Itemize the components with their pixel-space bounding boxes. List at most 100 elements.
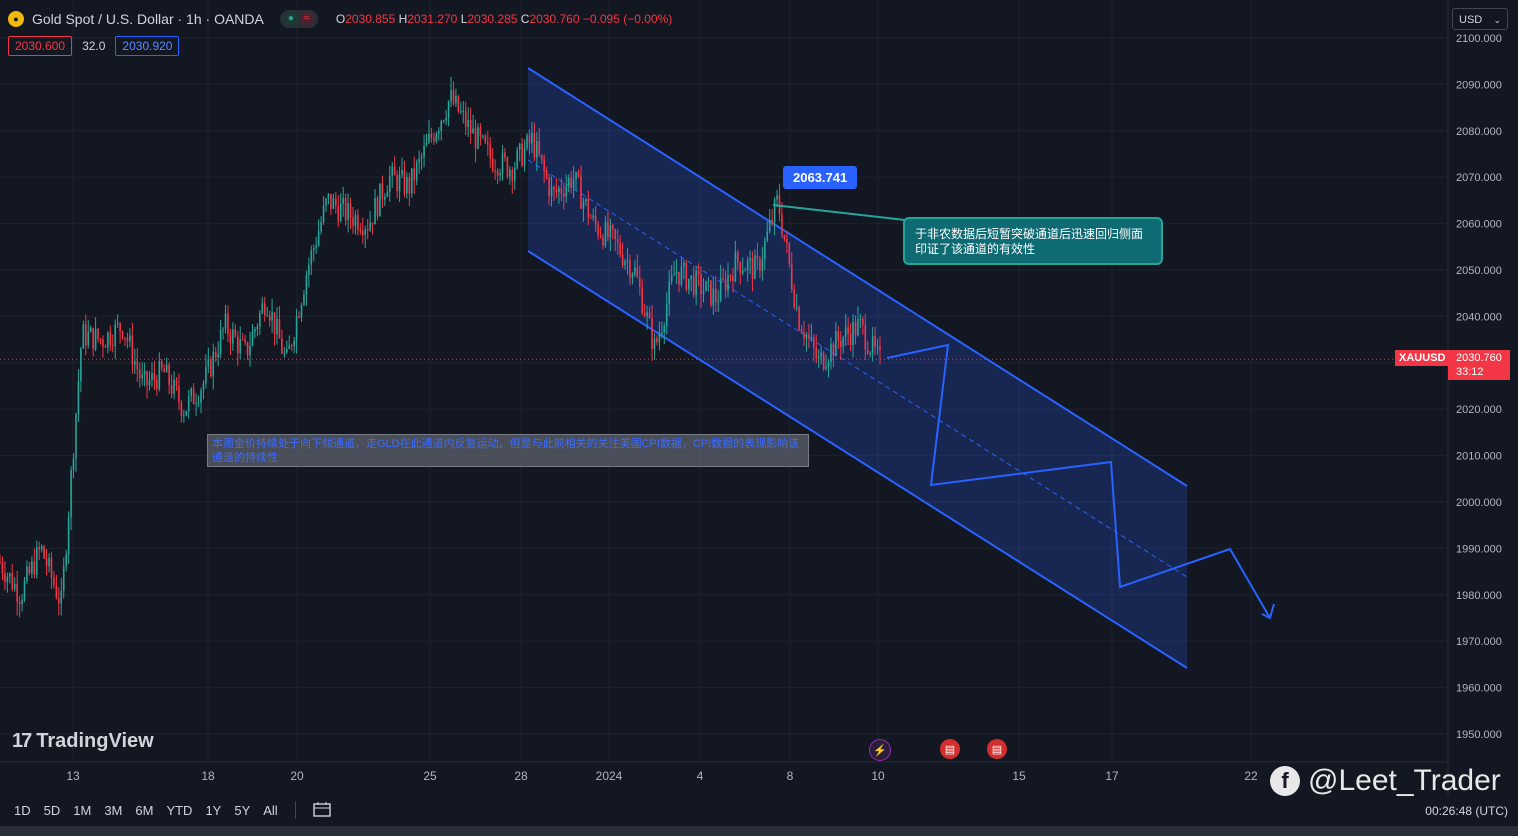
candle-body xyxy=(374,198,376,225)
candle-body xyxy=(114,324,117,347)
last-price-label: 2030.760 33:12 xyxy=(1448,350,1510,380)
timeframe-all[interactable]: All xyxy=(263,802,278,818)
currency-select[interactable]: USD ⌄ xyxy=(1452,8,1508,30)
candle-body xyxy=(607,221,609,238)
candle-body xyxy=(781,214,783,235)
candle-body xyxy=(62,566,65,591)
price-callout[interactable]: 2063.741 xyxy=(783,166,858,189)
market-status-pill[interactable]: ● ≈ xyxy=(279,10,318,28)
candle-body xyxy=(744,270,746,272)
timeframe-ytd[interactable]: YTD xyxy=(166,802,193,818)
candle-body xyxy=(31,561,33,574)
candle-body xyxy=(178,386,180,402)
candle-body xyxy=(565,186,568,197)
sell-button[interactable]: 2030.600 xyxy=(8,36,73,56)
candle-body xyxy=(160,361,163,369)
candle-body xyxy=(315,245,318,248)
channel-lower-line xyxy=(527,250,1188,669)
price-tick-label: 1980.000 xyxy=(1456,590,1502,602)
price-tick-label: 2080.000 xyxy=(1456,126,1502,138)
candle-body xyxy=(227,313,229,335)
candle-body xyxy=(599,235,602,237)
candle-body xyxy=(866,349,869,354)
candle-body xyxy=(222,328,224,330)
utc-clock[interactable]: 00:26:48 (UTC) xyxy=(1425,804,1508,818)
timeframe-1d[interactable]: 1D xyxy=(14,802,31,818)
timeframe-5d[interactable]: 5D xyxy=(43,802,61,818)
candle-body xyxy=(805,334,808,339)
candle-body xyxy=(619,242,621,255)
candle-body xyxy=(857,319,859,336)
candle-body xyxy=(602,236,604,246)
candle-body xyxy=(364,229,367,235)
candle-body xyxy=(423,146,425,157)
candle-body xyxy=(104,346,107,348)
timeframe-3m[interactable]: 3M xyxy=(104,802,123,818)
candle-body xyxy=(325,198,327,206)
candle-body xyxy=(207,358,210,368)
timeframe-1y[interactable]: 1Y xyxy=(205,802,222,818)
candle-body xyxy=(710,280,712,306)
candle-body xyxy=(256,326,259,330)
timeframe-5y[interactable]: 5Y xyxy=(234,802,251,818)
price-tick-label: 2100.000 xyxy=(1456,33,1502,45)
candle-body xyxy=(844,327,847,338)
candle-body xyxy=(305,275,308,295)
candle-body xyxy=(21,599,23,605)
timeframe-6m[interactable]: 6M xyxy=(135,802,154,818)
candle-body xyxy=(808,334,810,339)
calendar-icon[interactable] xyxy=(313,801,331,820)
candle-body xyxy=(376,198,379,217)
candle-body xyxy=(281,338,283,354)
time-tick-label: 18 xyxy=(201,769,215,783)
candle-body xyxy=(77,381,80,414)
candle-body xyxy=(722,278,724,280)
candle-body xyxy=(827,362,830,367)
candle-body xyxy=(854,321,857,336)
candle-body xyxy=(790,263,793,290)
candle-body xyxy=(23,580,26,600)
candle-body xyxy=(550,187,553,197)
candle-body xyxy=(40,546,43,550)
candle-body xyxy=(168,364,170,385)
price-axis-bg xyxy=(1448,0,1518,796)
candle-body xyxy=(290,345,293,347)
candle-body xyxy=(271,312,273,321)
buy-button[interactable]: 2030.920 xyxy=(115,36,180,56)
annotation-callout[interactable]: 于非农数据后短暂突破通道后迅速回归侧面印证了该通道的有效性 xyxy=(903,217,1163,265)
price-tick-label: 2000.000 xyxy=(1456,497,1502,509)
candle-body xyxy=(60,590,63,604)
candle-body xyxy=(621,254,624,266)
us-flag-icon[interactable]: ▤ xyxy=(940,739,960,759)
candle-body xyxy=(339,203,342,222)
candle-body xyxy=(653,338,656,349)
candle-body xyxy=(798,307,800,330)
candle-body xyxy=(310,250,313,265)
candle-body xyxy=(308,264,310,276)
candle-body xyxy=(1,562,4,574)
candle-body xyxy=(38,547,41,550)
time-axis: 13 18 20 25 28 2024 4 8 10 15 17 22 xyxy=(0,761,1448,783)
candle-body xyxy=(832,344,835,357)
symbol-title[interactable]: Gold Spot / U.S. Dollar · 1h · OANDA xyxy=(32,11,264,27)
us-flag-icon[interactable]: ▤ xyxy=(987,739,1007,759)
candle-body xyxy=(224,313,227,329)
candle-body xyxy=(4,573,6,582)
candle-body xyxy=(501,152,504,174)
timeframe-1m[interactable]: 1M xyxy=(73,802,92,818)
candle-body xyxy=(239,339,242,353)
candle-body xyxy=(869,352,871,354)
candle-body xyxy=(48,557,50,567)
candle-body xyxy=(494,170,496,172)
candle-body xyxy=(756,255,759,260)
price-tick-label: 2050.000 xyxy=(1456,265,1502,277)
candle-body xyxy=(437,130,440,134)
candle-body xyxy=(724,278,727,291)
timeframe-toolbar: 1D 5D 1M 3M 6M YTD 1Y 5Y All xyxy=(0,796,331,824)
candle-body xyxy=(616,239,619,243)
candle-body xyxy=(425,142,428,147)
candle-body xyxy=(472,128,474,134)
note-box[interactable]: 本周金价持续处于向下倾通道，走GLD在此通道内反复运动。但是与此前相关的关注美国… xyxy=(207,434,809,467)
lightning-icon[interactable]: ⚡ xyxy=(869,739,891,761)
